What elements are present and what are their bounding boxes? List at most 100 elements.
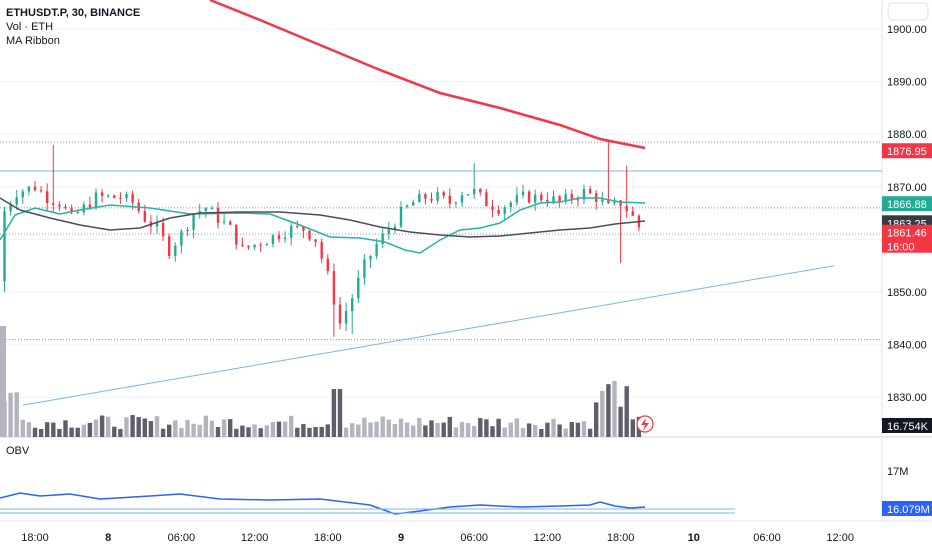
candle[interactable]: [100, 189, 104, 203]
price-axis[interactable]: 1900.001890.001880.001870.001860.001850.…: [887, 24, 927, 478]
candle[interactable]: [314, 239, 317, 247]
candle[interactable]: [412, 199, 415, 206]
candle[interactable]: [113, 194, 116, 199]
candle[interactable]: [466, 193, 470, 196]
candle[interactable]: [64, 204, 67, 210]
candle[interactable]: [302, 225, 305, 239]
candle[interactable]: [332, 263, 336, 337]
candle[interactable]: [241, 237, 244, 247]
candle[interactable]: [509, 200, 512, 213]
candle[interactable]: [235, 224, 238, 250]
candle[interactable]: [308, 230, 311, 241]
candle[interactable]: [619, 199, 622, 264]
candle[interactable]: [454, 201, 458, 208]
candle[interactable]: [168, 233, 171, 259]
candle[interactable]: [405, 204, 409, 209]
candle[interactable]: [564, 188, 567, 205]
candle[interactable]: [607, 139, 610, 204]
candle[interactable]: [503, 205, 506, 220]
candle[interactable]: [515, 187, 519, 206]
candle[interactable]: [582, 184, 586, 204]
candle[interactable]: [344, 302, 348, 332]
candle[interactable]: [375, 238, 378, 260]
candle[interactable]: [21, 189, 24, 204]
obv-legend[interactable]: OBV: [6, 445, 30, 457]
candle[interactable]: [460, 191, 464, 207]
candle[interactable]: [107, 194, 110, 198]
candle[interactable]: [222, 214, 226, 225]
candle[interactable]: [479, 188, 482, 196]
symbol-title[interactable]: ETHUSDT.P, 30, BINANCE: [6, 7, 141, 19]
candle[interactable]: [497, 205, 500, 217]
time-axis[interactable]: 18:00 8 06:00 12:00 18:00 9 06:00 12:00 18:00 10 0…: [21, 532, 854, 544]
candle[interactable]: [595, 190, 598, 210]
candle[interactable]: [485, 188, 488, 207]
candle[interactable]: [424, 192, 427, 205]
candle[interactable]: [534, 189, 537, 211]
candle[interactable]: [491, 199, 494, 218]
candle[interactable]: [570, 189, 573, 205]
candle[interactable]: [436, 187, 439, 205]
candle[interactable]: [155, 215, 159, 234]
candle[interactable]: [357, 270, 360, 303]
candle[interactable]: [387, 222, 390, 240]
candle[interactable]: [363, 254, 366, 285]
candle[interactable]: [320, 238, 323, 264]
candle[interactable]: [198, 203, 201, 219]
candle[interactable]: [33, 180, 37, 192]
candle[interactable]: [631, 206, 634, 217]
candle[interactable]: [393, 223, 397, 234]
candle[interactable]: [58, 201, 61, 212]
candle[interactable]: [27, 185, 31, 196]
ribbon-legend[interactable]: MA Ribbon: [6, 35, 60, 47]
candle[interactable]: [82, 201, 85, 216]
candle[interactable]: [210, 205, 214, 210]
candle[interactable]: [473, 163, 476, 199]
candle[interactable]: [259, 242, 262, 253]
candle[interactable]: [430, 192, 433, 204]
candle[interactable]: [546, 192, 549, 207]
candle[interactable]: [326, 254, 329, 275]
candle[interactable]: [70, 204, 73, 215]
candle[interactable]: [3, 206, 6, 292]
candle[interactable]: [52, 144, 55, 213]
candle[interactable]: [186, 226, 189, 237]
candle[interactable]: [192, 213, 195, 239]
candle[interactable]: [540, 191, 543, 203]
candle[interactable]: [119, 192, 122, 204]
candle[interactable]: [265, 242, 268, 246]
candle[interactable]: [161, 217, 165, 241]
candle[interactable]: [527, 189, 531, 204]
candle[interactable]: [174, 242, 177, 262]
candle[interactable]: [39, 186, 43, 193]
candle[interactable]: [229, 220, 232, 226]
candle[interactable]: [94, 188, 98, 210]
candle[interactable]: [418, 189, 421, 203]
candle[interactable]: [247, 245, 250, 250]
candle[interactable]: [637, 214, 641, 232]
candle[interactable]: [399, 201, 403, 228]
candle[interactable]: [625, 165, 628, 218]
candle[interactable]: [253, 244, 256, 251]
candle[interactable]: [271, 234, 275, 248]
candle[interactable]: [442, 190, 445, 199]
candle[interactable]: [180, 228, 183, 254]
candle[interactable]: [216, 202, 220, 229]
volume-legend[interactable]: Vol · ETH: [6, 21, 54, 33]
candle[interactable]: [588, 185, 592, 195]
candle[interactable]: [137, 198, 140, 214]
candle[interactable]: [338, 297, 342, 330]
candle[interactable]: [46, 183, 49, 212]
candle[interactable]: [351, 294, 354, 335]
candle[interactable]: [283, 231, 287, 243]
candle[interactable]: [448, 188, 451, 209]
candle[interactable]: [369, 255, 372, 268]
candle[interactable]: [277, 231, 281, 243]
candle[interactable]: [125, 191, 128, 203]
candlesticks[interactable]: [3, 139, 641, 337]
candle[interactable]: [381, 227, 384, 249]
candle[interactable]: [521, 184, 525, 199]
candle[interactable]: [15, 189, 18, 210]
candle[interactable]: [290, 223, 293, 246]
